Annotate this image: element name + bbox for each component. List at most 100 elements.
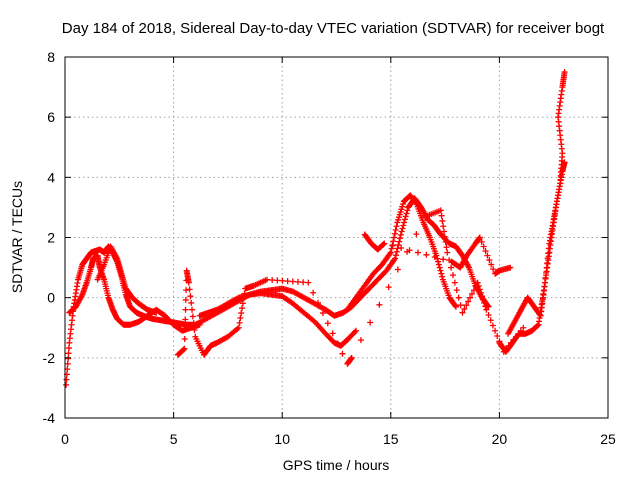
data-point — [236, 319, 243, 326]
data-point — [391, 230, 398, 237]
data-point — [190, 320, 197, 327]
data-point — [393, 223, 400, 230]
data-point — [561, 159, 568, 166]
x-axis-label: GPS time / hours — [283, 457, 390, 473]
data-point — [392, 252, 399, 259]
data-point — [520, 324, 527, 331]
x-axis: 0 5 10 15 20 25 — [61, 57, 616, 447]
data-point — [367, 319, 374, 326]
data-point — [404, 207, 411, 214]
data-point — [455, 294, 462, 301]
data-point — [237, 314, 244, 321]
data-point — [389, 242, 396, 249]
data-point — [423, 251, 430, 258]
data-point — [191, 327, 198, 334]
data-point — [315, 299, 322, 306]
data-point — [476, 234, 483, 241]
data-point — [413, 200, 420, 207]
data-point — [484, 252, 491, 259]
y-tick-label: 0 — [47, 290, 55, 306]
data-point — [391, 234, 398, 241]
data-point — [481, 299, 488, 306]
data-point — [480, 296, 487, 303]
data-point — [489, 322, 496, 329]
data-point — [483, 306, 490, 313]
data-point — [180, 346, 187, 353]
data-point — [235, 324, 242, 331]
data-point — [182, 296, 189, 303]
data-point — [443, 244, 450, 251]
data-point — [403, 210, 410, 217]
data-point — [187, 293, 194, 300]
data-point — [351, 328, 358, 335]
data-point — [508, 339, 515, 346]
data-point — [399, 225, 406, 232]
data-point — [515, 330, 522, 337]
data-point — [393, 248, 400, 255]
data-point — [413, 231, 420, 238]
data-point — [507, 264, 514, 271]
data-point — [400, 222, 407, 229]
data-point — [263, 276, 270, 283]
data-point — [475, 283, 482, 290]
data-point — [392, 226, 399, 233]
data-point — [397, 235, 404, 242]
series-group — [496, 69, 568, 355]
data-point — [453, 287, 460, 294]
x-tick-label: 25 — [600, 431, 616, 447]
data-point — [480, 243, 487, 250]
data-point — [561, 69, 568, 76]
y-tick-label: -2 — [43, 350, 56, 366]
data-point — [196, 321, 203, 328]
data-point — [452, 302, 459, 309]
data-point — [431, 254, 438, 261]
data-point — [437, 207, 444, 214]
y-axis-label: SDTVAR / TECUs — [9, 181, 25, 293]
data-point — [380, 241, 387, 248]
data-point — [474, 279, 481, 286]
data-point — [294, 278, 301, 285]
series-group — [505, 159, 568, 337]
data-point — [517, 327, 524, 334]
data-point — [465, 298, 472, 305]
data-point — [65, 350, 72, 357]
data-point — [388, 245, 395, 252]
data-point — [446, 257, 453, 264]
data-point — [239, 300, 246, 307]
data-point — [439, 217, 446, 224]
data-point — [279, 277, 286, 284]
data-point — [324, 320, 331, 327]
data-point — [536, 311, 543, 318]
data-point — [440, 256, 447, 263]
data-point — [440, 223, 447, 230]
data-point — [65, 355, 72, 362]
data-point — [392, 255, 399, 262]
x-tick-label: 10 — [274, 431, 290, 447]
data-point — [488, 261, 495, 268]
grid — [64, 56, 609, 419]
data-point — [435, 258, 442, 265]
data-point — [404, 248, 411, 255]
data-point — [357, 337, 364, 344]
data-point — [486, 257, 493, 264]
data-point — [467, 294, 474, 301]
data-point — [339, 350, 346, 357]
data-point — [478, 239, 485, 246]
data-point — [459, 309, 466, 316]
data-point — [457, 302, 464, 309]
series-group — [94, 243, 160, 316]
data-point — [397, 231, 404, 238]
data-point — [65, 345, 72, 352]
data-point — [492, 327, 499, 334]
x-tick-label: 15 — [383, 431, 399, 447]
data-point — [385, 284, 392, 291]
data-point — [442, 239, 449, 246]
data-point — [449, 272, 456, 279]
data-point — [479, 293, 486, 300]
data-point — [482, 248, 489, 255]
data-point — [496, 338, 503, 345]
y-axis: -4 -2 0 2 4 6 8 — [43, 49, 608, 426]
data-point — [463, 302, 470, 309]
y-tick-label: 4 — [47, 169, 55, 185]
data-point — [441, 233, 448, 240]
